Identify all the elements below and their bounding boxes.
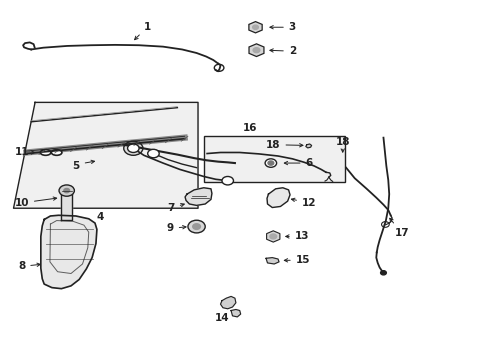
Polygon shape (265, 258, 279, 264)
Text: 6: 6 (284, 158, 312, 168)
Polygon shape (220, 296, 235, 309)
Text: 18: 18 (265, 140, 302, 150)
Ellipse shape (51, 150, 62, 155)
Text: 7: 7 (167, 203, 184, 213)
Text: 5: 5 (72, 161, 79, 171)
Text: 8: 8 (18, 261, 41, 271)
Polygon shape (61, 193, 72, 220)
Text: 2: 2 (269, 46, 295, 56)
Text: 14: 14 (214, 313, 229, 323)
Text: 18: 18 (335, 137, 349, 147)
Ellipse shape (41, 150, 51, 155)
Polygon shape (305, 144, 311, 148)
Text: 16: 16 (243, 123, 257, 133)
Text: 4: 4 (96, 212, 103, 222)
Circle shape (267, 161, 273, 165)
Circle shape (192, 224, 200, 229)
Circle shape (147, 149, 159, 158)
Circle shape (64, 189, 69, 193)
Polygon shape (14, 102, 198, 208)
Polygon shape (184, 188, 211, 206)
Polygon shape (41, 215, 97, 289)
Circle shape (253, 48, 259, 53)
Text: 13: 13 (285, 231, 308, 242)
Text: 9: 9 (166, 223, 185, 233)
Text: 17: 17 (389, 218, 408, 238)
Text: 11: 11 (14, 148, 35, 157)
Circle shape (187, 220, 205, 233)
Circle shape (127, 144, 139, 153)
Text: 1: 1 (134, 22, 151, 40)
Circle shape (264, 159, 276, 167)
Polygon shape (266, 188, 289, 207)
Text: 12: 12 (291, 198, 316, 208)
Polygon shape (231, 310, 240, 317)
Text: 3: 3 (269, 22, 295, 32)
Circle shape (222, 176, 233, 185)
Circle shape (123, 141, 142, 155)
Circle shape (252, 25, 258, 30)
Circle shape (59, 185, 74, 196)
Text: 10: 10 (14, 197, 57, 208)
Text: 15: 15 (284, 255, 309, 265)
Circle shape (269, 234, 276, 239)
Bar (203, 136, 345, 182)
Circle shape (380, 271, 386, 275)
